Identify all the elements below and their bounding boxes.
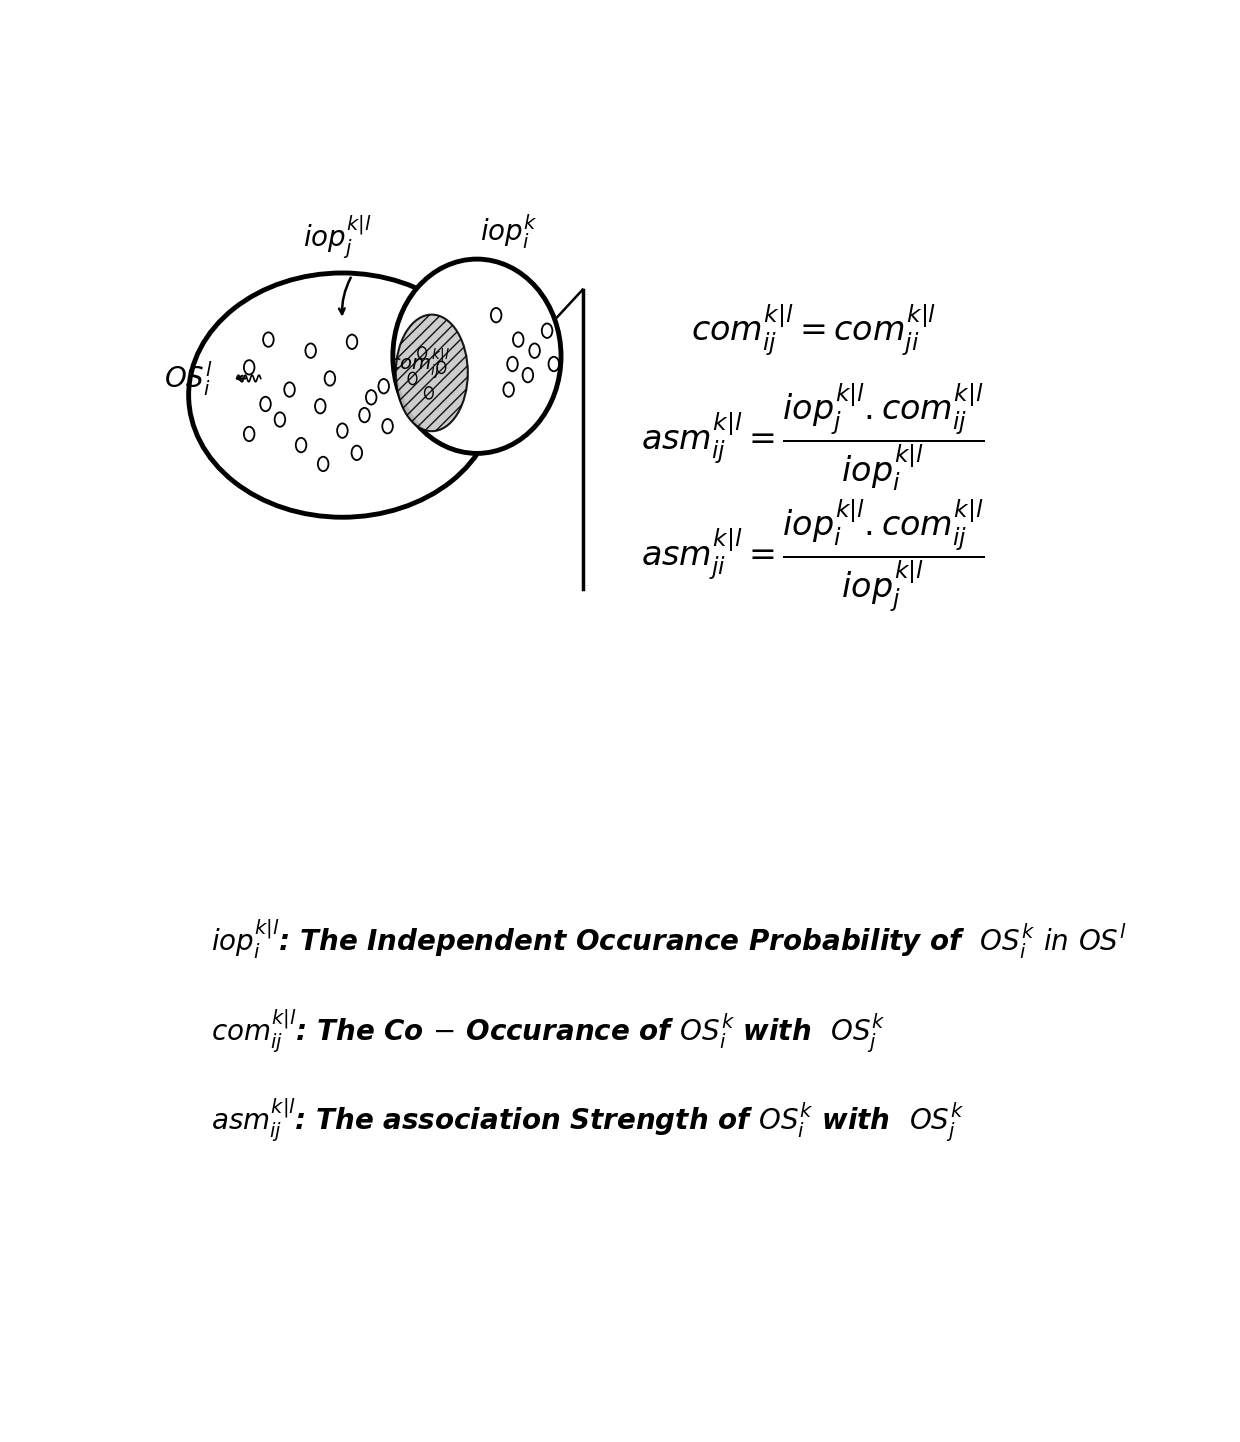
Ellipse shape bbox=[396, 314, 467, 431]
Text: $\mathit{iop}_i^{k|l}$: The Independent Occurance Probability of  $\mathit{OS}_i: $\mathit{iop}_i^{k|l}$: The Independent … bbox=[211, 917, 1127, 960]
Text: $\mathit{iop}_j^{k|l}$: $\mathit{iop}_j^{k|l}$ bbox=[304, 212, 372, 260]
Ellipse shape bbox=[393, 260, 560, 453]
Text: $\mathit{asm}_{ij}^{k|l}$: The association Strength of $\mathit{OS}_i^k$ with  $: $\mathit{asm}_{ij}^{k|l}$: The associati… bbox=[211, 1096, 965, 1142]
Text: $\mathit{OS}_i^l$: $\mathit{OS}_i^l$ bbox=[164, 359, 213, 398]
Text: $\mathit{com}_{ij}^{k|l}$: $\mathit{com}_{ij}^{k|l}$ bbox=[389, 346, 450, 382]
Text: $\mathit{asm}_{ji}^{k|l} = \dfrac{\mathit{iop}_i^{k|l}.\mathit{com}_{ij}^{k|l}}{: $\mathit{asm}_{ji}^{k|l} = \dfrac{\mathi… bbox=[641, 497, 985, 614]
Text: $\mathit{iop}_i^{k}$: $\mathit{iop}_i^{k}$ bbox=[480, 212, 537, 251]
Text: $\mathit{asm}_{ij}^{k|l} = \dfrac{\mathit{iop}_j^{k|l}.\mathit{com}_{ij}^{k|l}}{: $\mathit{asm}_{ij}^{k|l} = \dfrac{\mathi… bbox=[641, 382, 985, 493]
Text: $\mathit{com}_{ij}^{k|l}$: The Co $-$ Occurance of $\mathit{OS}_i^k$ with  $\mat: $\mathit{com}_{ij}^{k|l}$: The Co $-$ Oc… bbox=[211, 1007, 885, 1054]
Text: $\mathit{com}_{ij}^{k|l} = \mathit{com}_{ji}^{k|l}$: $\mathit{com}_{ij}^{k|l} = \mathit{com}_… bbox=[691, 303, 936, 359]
